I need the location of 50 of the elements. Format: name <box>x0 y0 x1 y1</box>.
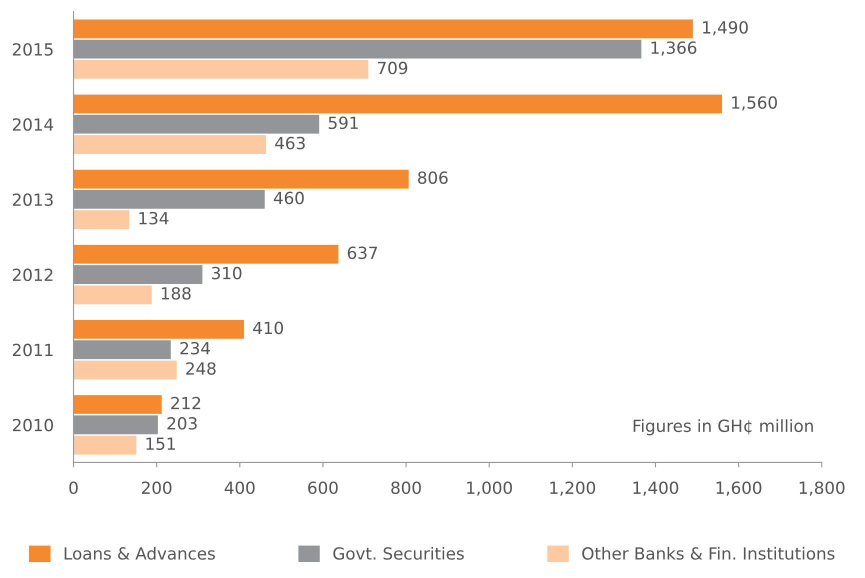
data-label: 248 <box>186 362 216 375</box>
data-label: 1,560 <box>732 96 777 111</box>
bar <box>74 285 152 304</box>
data-label: 234 <box>180 342 210 355</box>
bar <box>74 436 136 455</box>
data-label: 460 <box>274 192 304 204</box>
data-label: 591 <box>328 116 358 130</box>
bar <box>74 395 162 414</box>
data-label: 709 <box>378 62 408 74</box>
x-tick-label: 200 <box>142 481 172 494</box>
x-tick-label: 600 <box>308 481 338 494</box>
legend-label: Other Banks & Fin. Institutions <box>582 546 834 560</box>
x-tick-label: 1,400 <box>633 481 678 496</box>
y-tick-label: 2013 <box>12 193 53 206</box>
bar <box>74 320 244 339</box>
x-tick-label: 1,600 <box>716 481 762 496</box>
data-label: 637 <box>348 246 378 260</box>
data-label: 1,366 <box>652 41 696 56</box>
x-tick-label: 1,200 <box>550 481 596 496</box>
bar <box>74 360 177 380</box>
legend-label: Govt. Securities <box>333 546 464 560</box>
data-label: 410 <box>253 322 283 334</box>
data-label: 806 <box>418 171 448 184</box>
y-tick-label: 2015 <box>12 43 53 56</box>
data-label: 212 <box>171 396 200 410</box>
y-tick-label: 2011 <box>12 344 53 356</box>
bar <box>74 210 130 230</box>
x-tick-label: 0 <box>69 481 78 494</box>
x-tick-label: 800 <box>391 481 421 494</box>
data-label: 203 <box>167 417 197 430</box>
y-tick-label: 2014 <box>12 118 54 131</box>
data-label: 151 <box>146 438 175 450</box>
bar <box>74 135 266 154</box>
x-tick-label: 1,000 <box>467 481 512 496</box>
bar <box>74 19 693 38</box>
x-tick-label: 1,800 <box>800 481 844 496</box>
bar <box>74 94 722 114</box>
annotation: Figures in GH¢ million <box>634 419 813 436</box>
x-tick-label: 400 <box>224 481 255 494</box>
y-tick-label: 2012 <box>12 268 52 282</box>
data-label: 188 <box>162 287 191 300</box>
bar <box>74 170 409 189</box>
bar <box>74 60 368 79</box>
y-tick-label: 2010 <box>12 418 53 432</box>
data-label: 310 <box>212 266 242 280</box>
legend-label: Loans & Advances <box>64 546 215 560</box>
data-label: 463 <box>275 136 305 150</box>
bar <box>74 244 338 264</box>
data-label: 1,490 <box>703 21 748 36</box>
data-label: 134 <box>139 212 168 225</box>
